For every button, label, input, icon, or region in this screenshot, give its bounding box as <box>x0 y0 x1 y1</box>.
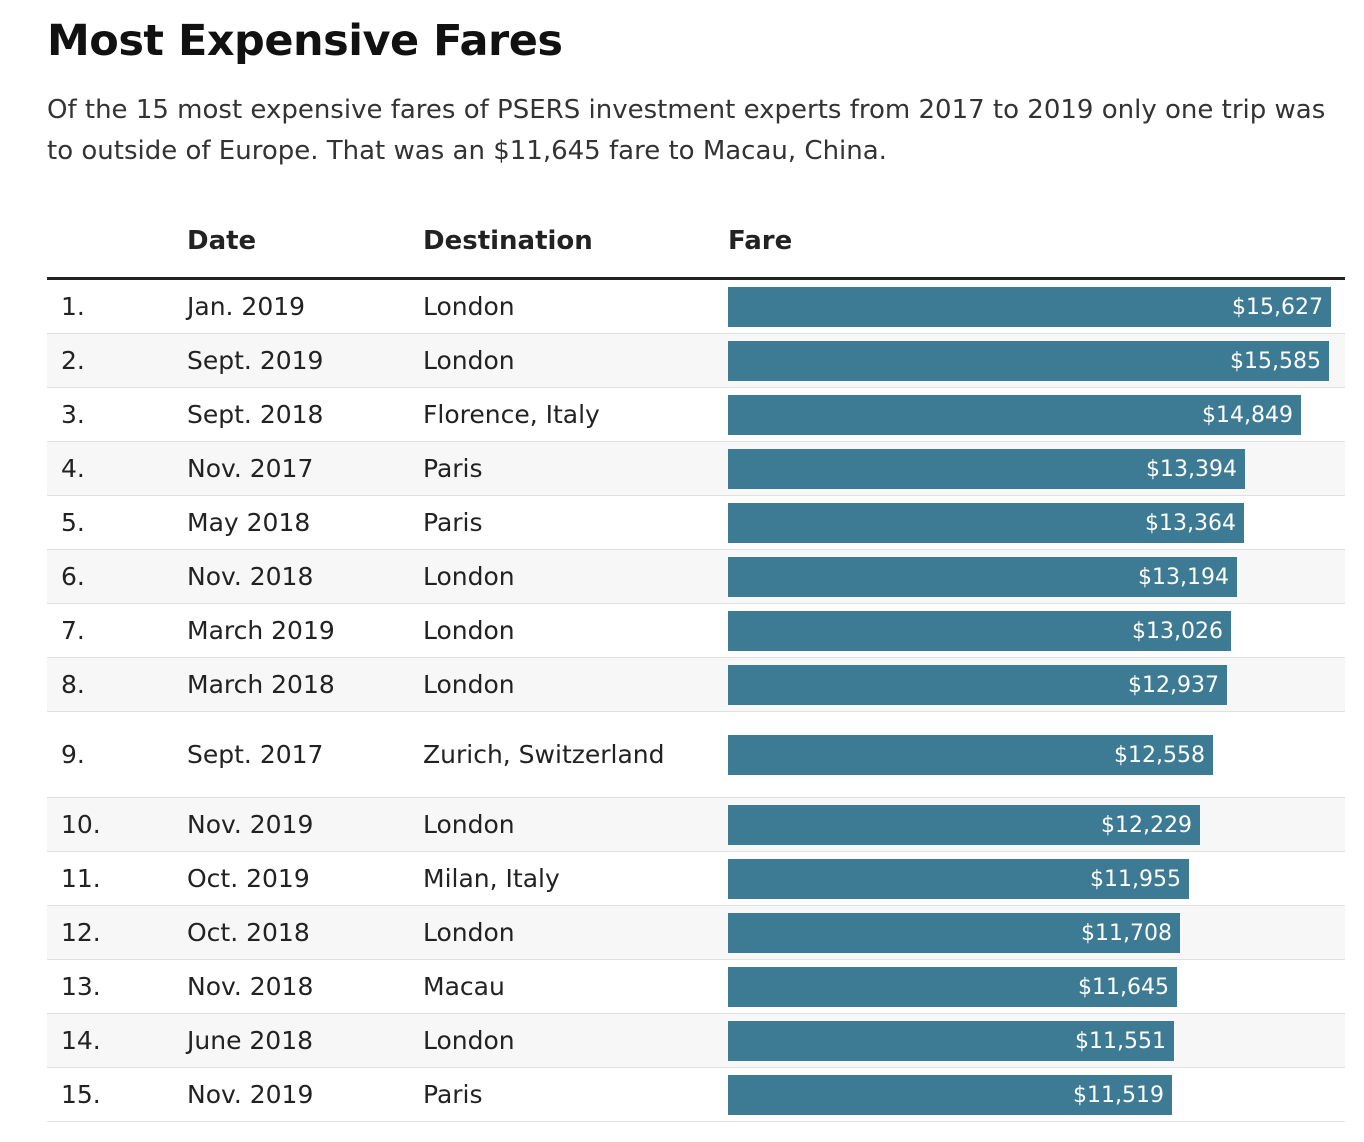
table-row: 1. Jan. 2019 London $15,627 <box>47 280 1345 334</box>
destination-cell: London <box>423 291 515 321</box>
rank-cell: 8. <box>61 669 85 699</box>
table-row: 11. Oct. 2019 Milan, Italy $11,955 <box>47 852 1345 906</box>
destination-cell: Paris <box>423 453 483 483</box>
fare-bar: $12,558 <box>728 735 1213 775</box>
date-cell: March 2018 <box>187 669 335 699</box>
fare-bar: $13,194 <box>728 557 1237 597</box>
rank-cell: 9. <box>61 739 85 769</box>
rank-cell: 15. <box>61 1079 101 1109</box>
date-cell: May 2018 <box>187 507 311 537</box>
table-row: 8. March 2018 London $12,937 <box>47 658 1345 712</box>
fare-bar: $11,955 <box>728 859 1189 899</box>
table-row: 14. June 2018 London $11,551 <box>47 1014 1345 1068</box>
destination-cell: Zurich, Switzerland <box>423 739 665 769</box>
table-row: 13. Nov. 2018 Macau $11,645 <box>47 960 1345 1014</box>
table-header: Date Destination Fare <box>47 220 1345 280</box>
rank-cell: 1. <box>61 291 85 321</box>
fare-bar-label: $11,955 <box>1090 866 1181 892</box>
table-row: 3. Sept. 2018 Florence, Italy $14,849 <box>47 388 1345 442</box>
fare-bar-label: $14,849 <box>1202 402 1293 428</box>
date-cell: Nov. 2018 <box>187 561 314 591</box>
date-cell: Sept. 2017 <box>187 739 324 769</box>
fare-bar: $12,937 <box>728 665 1227 705</box>
fare-bar: $13,026 <box>728 611 1231 651</box>
rank-cell: 11. <box>61 863 101 893</box>
destination-cell: London <box>423 917 515 947</box>
fare-bar-label: $13,364 <box>1145 510 1236 536</box>
date-cell: Nov. 2018 <box>187 971 314 1001</box>
fare-bar: $13,394 <box>728 449 1245 489</box>
destination-cell: Paris <box>423 507 483 537</box>
rank-cell: 10. <box>61 809 101 839</box>
fare-bar: $11,519 <box>728 1075 1172 1115</box>
destination-cell: London <box>423 345 515 375</box>
fare-bar-label: $15,627 <box>1232 294 1323 320</box>
date-cell: June 2018 <box>187 1025 314 1055</box>
fare-bar: $15,585 <box>728 341 1329 381</box>
table-row: 12. Oct. 2018 London $11,708 <box>47 906 1345 960</box>
fare-bar-label: $11,551 <box>1075 1028 1166 1054</box>
rank-cell: 14. <box>61 1025 101 1055</box>
destination-cell: London <box>423 669 515 699</box>
fare-bar-label: $11,645 <box>1078 974 1169 1000</box>
destination-cell: London <box>423 615 515 645</box>
date-cell: Nov. 2017 <box>187 453 314 483</box>
rank-cell: 6. <box>61 561 85 591</box>
destination-cell: London <box>423 561 515 591</box>
chart-title: Most Expensive Fares <box>47 16 563 66</box>
fare-bar: $15,627 <box>728 287 1331 327</box>
table-row: 5. May 2018 Paris $13,364 <box>47 496 1345 550</box>
table-row: 15. Nov. 2019 Paris $11,519 <box>47 1068 1345 1122</box>
table-row: 10. Nov. 2019 London $12,229 <box>47 798 1345 852</box>
fare-bar: $14,849 <box>728 395 1301 435</box>
destination-cell: Florence, Italy <box>423 399 600 429</box>
fare-bar: $13,364 <box>728 503 1244 543</box>
destination-cell: Macau <box>423 971 505 1001</box>
table-row: 6. Nov. 2018 London $13,194 <box>47 550 1345 604</box>
table-row: 2. Sept. 2019 London $15,585 <box>47 334 1345 388</box>
fare-bar: $12,229 <box>728 805 1200 845</box>
fare-bar-label: $12,558 <box>1114 742 1205 768</box>
rank-cell: 13. <box>61 971 101 1001</box>
rank-cell: 12. <box>61 917 101 947</box>
destination-cell: London <box>423 809 515 839</box>
fare-bar-label: $11,519 <box>1073 1082 1164 1108</box>
fare-table-body: 1. Jan. 2019 London $15,627 2. Sept. 2019 Lond… <box>47 280 1345 1122</box>
date-cell: Oct. 2018 <box>187 917 310 947</box>
date-cell: Nov. 2019 <box>187 1079 314 1109</box>
rank-cell: 7. <box>61 615 85 645</box>
chart-subtitle: Of the 15 most expensive fares of PSERS … <box>47 95 1326 166</box>
date-cell: Nov. 2019 <box>187 809 314 839</box>
rank-cell: 4. <box>61 453 85 483</box>
table-row: 9. Sept. 2017 Zurich, Switzerland $12,558 <box>47 712 1345 798</box>
date-cell: March 2019 <box>187 615 335 645</box>
rank-cell: 5. <box>61 507 85 537</box>
column-header-fare: Fare <box>728 226 793 256</box>
destination-cell: London <box>423 1025 515 1055</box>
fare-bar: $11,645 <box>728 967 1177 1007</box>
date-cell: Jan. 2019 <box>187 291 306 321</box>
date-cell: Oct. 2019 <box>187 863 310 893</box>
fare-bar-label: $12,937 <box>1128 672 1219 698</box>
fare-bar: $11,551 <box>728 1021 1174 1061</box>
rank-cell: 3. <box>61 399 85 429</box>
fare-bar-label: $13,394 <box>1146 456 1237 482</box>
fare-bar: $11,708 <box>728 913 1180 953</box>
table-row: 7. March 2019 London $13,026 <box>47 604 1345 658</box>
fare-bar-label: $12,229 <box>1101 812 1192 838</box>
fare-bar-label: $15,585 <box>1230 348 1321 374</box>
date-cell: Sept. 2019 <box>187 345 324 375</box>
fare-bar-label: $11,708 <box>1081 920 1172 946</box>
fare-bar-label: $13,026 <box>1132 618 1223 644</box>
column-header-date: Date <box>187 226 257 256</box>
table-row: 4. Nov. 2017 Paris $13,394 <box>47 442 1345 496</box>
date-cell: Sept. 2018 <box>187 399 324 429</box>
fare-bar-label: $13,194 <box>1138 564 1229 590</box>
destination-cell: Paris <box>423 1079 483 1109</box>
column-header-destination: Destination <box>423 226 593 256</box>
rank-cell: 2. <box>61 345 85 375</box>
destination-cell: Milan, Italy <box>423 863 560 893</box>
